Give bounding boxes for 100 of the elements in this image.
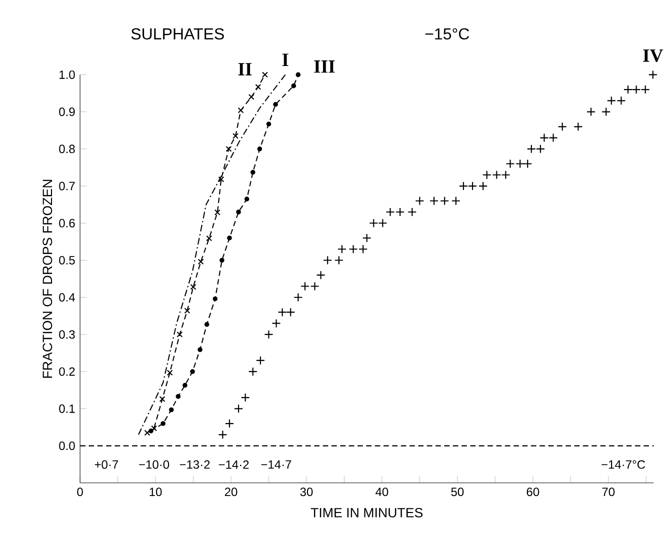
point [574, 122, 583, 132]
point [440, 196, 450, 206]
point [501, 170, 510, 180]
point [257, 146, 262, 152]
x-tick-label: 0 [77, 488, 83, 496]
point [264, 330, 274, 340]
annotation: −14·2 [218, 460, 249, 469]
point [176, 394, 181, 399]
x-tick-label: 60 [526, 488, 540, 496]
point [294, 292, 303, 302]
point [160, 421, 166, 426]
point [558, 122, 567, 132]
annotation: −10·0 [139, 460, 170, 469]
point [408, 208, 417, 217]
point [182, 382, 188, 388]
point [256, 356, 265, 366]
point [316, 270, 326, 280]
point [526, 144, 536, 154]
point [240, 393, 250, 402]
point [606, 96, 616, 106]
point [323, 256, 332, 265]
point [337, 244, 346, 254]
chart-title: SULPHATES [131, 28, 224, 40]
point [278, 308, 287, 317]
point [262, 72, 268, 78]
point [291, 83, 296, 88]
point [226, 146, 232, 152]
y-tick-label: 0.4 [59, 293, 75, 302]
y-tick-label: 0.1 [59, 404, 75, 413]
point [482, 170, 492, 180]
point [166, 370, 173, 376]
point [198, 258, 204, 265]
point [151, 425, 157, 432]
y-tick-label: 0.7 [59, 182, 75, 190]
point [198, 347, 202, 352]
x-tick-label: 20 [224, 488, 238, 496]
point [415, 196, 424, 206]
series-label: III [314, 60, 335, 73]
point [266, 122, 272, 126]
x-tick-label: 40 [376, 488, 388, 496]
point [236, 210, 241, 214]
point [386, 208, 395, 217]
point [334, 256, 344, 265]
point [602, 107, 611, 116]
point [536, 144, 545, 154]
point [506, 159, 515, 168]
point [214, 209, 220, 216]
point [362, 233, 372, 243]
point [255, 84, 262, 90]
annotation: −14·7°C [602, 460, 646, 469]
point [492, 170, 502, 180]
x-tick-label: 10 [150, 488, 162, 496]
point [623, 85, 633, 94]
point [148, 428, 154, 434]
point [616, 96, 626, 106]
series-label: II [238, 63, 252, 76]
y-tick-label: 0.5 [59, 256, 75, 265]
point [144, 430, 150, 436]
point [244, 196, 250, 202]
point [232, 132, 239, 139]
series-label: IV [643, 49, 664, 62]
line-series [138, 74, 286, 436]
x-axis-title: TIME IN MINUTES [310, 508, 423, 518]
point [190, 284, 196, 290]
x-tick-label: 70 [602, 488, 615, 496]
point [458, 182, 468, 191]
y-tick-label: 0.9 [59, 108, 75, 116]
point [358, 244, 368, 254]
y-tick-label: 0.6 [59, 218, 75, 228]
y-tick-label: 0.8 [59, 144, 75, 154]
point [204, 322, 210, 327]
point [396, 208, 405, 217]
x-tick-label: 30 [300, 488, 313, 496]
point [478, 182, 488, 191]
y-tick-label: 0.2 [59, 367, 75, 376]
point [429, 196, 439, 206]
point [168, 407, 174, 412]
point [224, 419, 234, 428]
point [540, 133, 549, 142]
point [212, 296, 218, 302]
point [250, 170, 256, 175]
point [176, 332, 183, 338]
point [227, 236, 232, 240]
point [296, 72, 301, 78]
point [184, 308, 190, 314]
point [348, 244, 358, 254]
x-tick-label: 50 [451, 488, 464, 496]
annotation: +0·7 [94, 460, 118, 469]
point [516, 159, 525, 168]
point [220, 258, 224, 263]
point [272, 318, 281, 328]
annotation: −14·7 [261, 460, 292, 469]
point [206, 235, 212, 242]
point [451, 196, 460, 206]
point [548, 133, 558, 142]
point [378, 218, 388, 228]
text: −15°C [425, 28, 470, 40]
point [286, 308, 296, 317]
y-tick-label: 0.0 [59, 442, 75, 450]
point [248, 94, 254, 100]
